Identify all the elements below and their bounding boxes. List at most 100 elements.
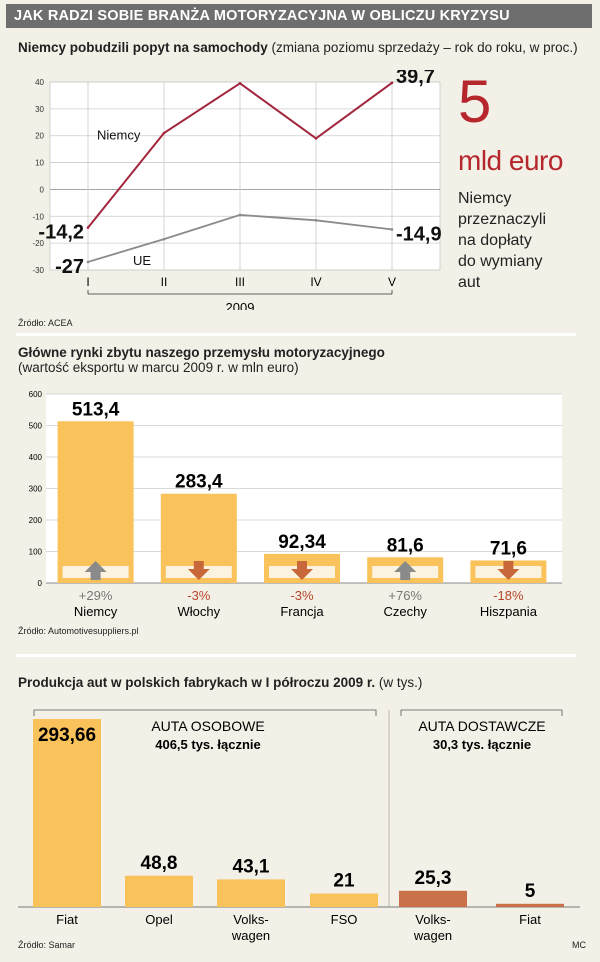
y-tick-label: 200 [29, 516, 43, 525]
data-point [162, 131, 166, 135]
data-label: -27 [55, 256, 84, 278]
category-label: Opel [145, 912, 173, 927]
production-bar-chart: AUTA OSOBOWE 406,5 tys. łącznie AUTA DOSTA… [18, 709, 580, 943]
x-tick-label: I [86, 275, 89, 289]
bar [33, 719, 101, 907]
section3-title-bold: Produkcja aut w polskich fabrykach w I p… [18, 675, 376, 690]
section1-source: Źródło: ACEA [18, 318, 73, 328]
bar [57, 421, 134, 583]
section2-title-line2: (wartość eksportu w marcu 2009 r. w mln … [18, 360, 299, 375]
category-label: Hiszpania [480, 604, 538, 619]
plot-area [49, 81, 441, 271]
value-label: 513,4 [72, 399, 120, 420]
category-label: Fiat [519, 912, 541, 927]
category-label: Francja [280, 604, 324, 619]
section3-title-normal: (w tys.) [375, 675, 423, 690]
category-label: Volks- [415, 912, 450, 927]
change-label: +29% [79, 588, 113, 603]
section1-title: Niemcy pobudzili popyt na samochody (zmi… [18, 40, 578, 55]
subsidy-note: Niemcy przeznaczyli na dopłaty do wymian… [458, 188, 546, 293]
y-tick-label: 0 [38, 579, 43, 588]
series-label-ue: UE [133, 253, 151, 268]
y-tick-label: -10 [32, 212, 44, 221]
bar [399, 890, 467, 907]
data-label: -14,2 [38, 222, 84, 244]
y-tick-label: 30 [35, 105, 44, 114]
up-arrow-icon [394, 561, 417, 580]
change-label: -3% [187, 588, 211, 603]
main-title: JAK RADZI SOBIE BRANŻA MOTORYZACYJNA W O… [6, 4, 592, 28]
data-point [314, 219, 318, 222]
category-label: Niemcy [74, 604, 118, 619]
x-tick-label: V [388, 275, 396, 289]
data-point [314, 137, 318, 140]
y-tick-label: 20 [35, 132, 44, 141]
group-title-passenger: AUTA OSOBOWE [151, 718, 264, 734]
y-tick-label: 10 [35, 159, 44, 168]
note-line: na dopłaty [458, 232, 532, 249]
category-label: FSO [331, 912, 358, 927]
series-label-niemcy: Niemcy [97, 127, 141, 142]
separator [16, 654, 576, 657]
section1-title-bold: Niemcy pobudzili popyt na samochody [18, 40, 268, 55]
big-number: 5 [458, 68, 492, 135]
category-label: Włochy [177, 604, 220, 619]
data-label: 39,7 [396, 70, 435, 88]
bar [496, 903, 564, 907]
export-bar-chart: 600 500 400 300 200 100 0 513,4 +29%Niemcy 283,4 -… [29, 390, 562, 619]
group-bracket-delivery [400, 709, 563, 716]
change-label: -3% [290, 588, 314, 603]
value-label: 81,6 [387, 535, 424, 556]
value-label: 71,6 [490, 538, 527, 559]
note-line: przeznaczyli [458, 211, 547, 228]
y-tick-label: 0 [40, 185, 45, 194]
y-tick-label: 600 [29, 390, 43, 399]
section2-title-line1: Główne rynki zbytu naszego przemysłu mot… [18, 345, 385, 360]
note-line: Niemcy [458, 190, 512, 207]
section2-title: Główne rynki zbytu naszego przemysłu mot… [18, 345, 385, 375]
value-label: 25,3 [415, 868, 452, 889]
credit: MC [572, 940, 586, 950]
category-label: Fiat [56, 912, 78, 927]
note-line: aut [458, 274, 481, 291]
up-arrow-icon [84, 561, 107, 580]
down-arrow-icon [497, 561, 520, 580]
section1-title-normal: (zmiana poziomu sprzedaży – rok do roku,… [267, 40, 578, 55]
value-label: 5 [525, 881, 536, 902]
y-tick-label: 500 [29, 422, 43, 431]
data-point [86, 226, 90, 229]
data-point [390, 228, 394, 231]
value-label: 21 [333, 871, 355, 892]
change-label: +76% [388, 588, 422, 603]
section3-title: Produkcja aut w polskich fabrykach w I p… [18, 675, 422, 690]
change-label: -18% [493, 588, 524, 603]
data-point [238, 213, 242, 217]
y-tick-label: -20 [32, 239, 44, 248]
category-label: wagen [231, 928, 270, 943]
category-label: Czechy [384, 604, 428, 619]
value-label: 283,4 [175, 472, 223, 493]
data-label: -14,9 [396, 223, 442, 245]
x-tick-label: III [235, 275, 245, 289]
data-point [390, 81, 394, 85]
y-tick-label: 300 [29, 485, 43, 494]
x-tick-label: IV [310, 275, 321, 289]
down-arrow-icon [187, 561, 210, 580]
big-unit: mld euro [458, 145, 563, 176]
bar [217, 879, 285, 907]
bar [310, 893, 378, 907]
group-total-delivery: 30,3 tys. łącznie [433, 737, 531, 752]
value-label: 293,66 [38, 725, 96, 746]
value-label: 43,1 [233, 856, 270, 877]
section2-source: Źródło: Automotivesuppliers.pl [18, 626, 139, 636]
value-label: 92,34 [278, 532, 326, 553]
bar [125, 875, 193, 907]
data-point [162, 237, 166, 241]
separator [16, 333, 576, 336]
group-total-passenger: 406,5 tys. łącznie [155, 737, 261, 752]
y-tick-label: 100 [29, 548, 43, 557]
y-tick-label: 400 [29, 453, 43, 462]
down-arrow-icon [291, 561, 313, 580]
x-tick-label: II [161, 275, 168, 289]
